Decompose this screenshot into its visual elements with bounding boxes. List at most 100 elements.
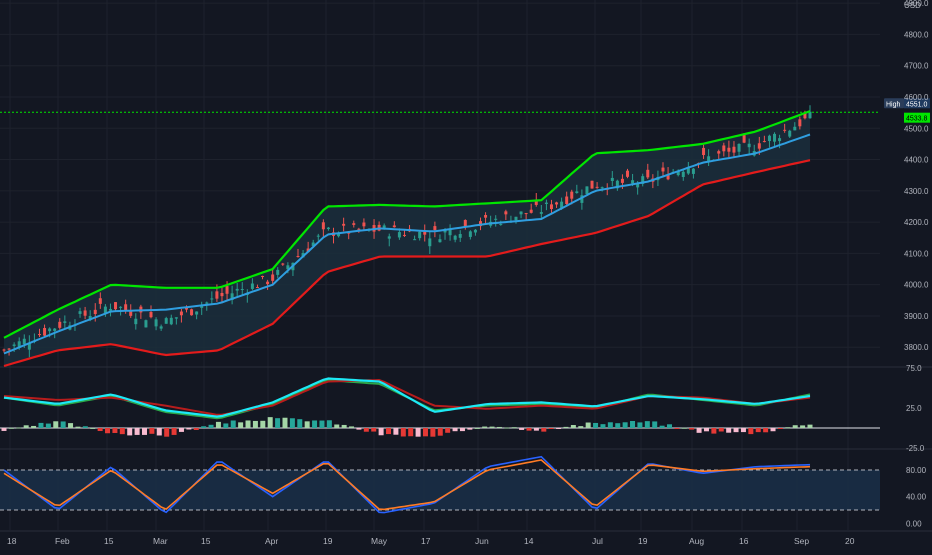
price-tick-label: 4200.0	[904, 218, 929, 227]
candle-body	[691, 168, 695, 174]
macd-histogram-bar	[630, 420, 636, 428]
macd-histogram-bar	[1, 428, 7, 431]
macd-histogram-bar	[112, 428, 118, 433]
candle-body	[103, 306, 107, 315]
macd-histogram-bar	[570, 425, 576, 428]
date-tick-label: Jul	[592, 536, 603, 546]
candle-body	[717, 151, 721, 154]
macd-histogram-bar	[319, 420, 325, 428]
candle-body	[190, 309, 194, 316]
macd-histogram-bar	[38, 422, 44, 428]
macd-histogram-bar	[45, 423, 51, 428]
date-tick-label: 17	[421, 536, 431, 546]
macd-tick-label: 75.0	[906, 364, 922, 373]
stoch-tick-label: 0.00	[906, 519, 922, 528]
candle-body	[169, 317, 173, 325]
stoch-panel[interactable]	[0, 455, 880, 514]
date-tick-label: Jun	[475, 536, 489, 546]
macd-histogram-bar	[164, 428, 170, 437]
candle-body	[397, 232, 401, 238]
candle-body	[626, 170, 630, 177]
date-tick-label: Apr	[265, 536, 278, 546]
macd-histogram-bar	[304, 421, 310, 428]
candle-body	[793, 126, 797, 131]
candle-body	[473, 229, 477, 233]
macd-histogram-bar	[422, 428, 428, 437]
candle-body	[205, 302, 209, 304]
candle-body	[296, 255, 300, 257]
macd-histogram-bar	[90, 427, 96, 429]
macd-histogram-bar	[703, 428, 709, 432]
macd-signal-line	[3, 377, 811, 418]
candle-body	[88, 316, 92, 321]
macd-histogram-bar	[667, 424, 673, 428]
candle-body	[255, 287, 259, 289]
candle-body	[159, 326, 163, 329]
candle-body	[266, 281, 270, 285]
price-panel[interactable]: High 4551.0 4533.8	[0, 98, 930, 368]
macd-histogram-bar	[326, 420, 332, 428]
price-tick-label: 4800.0	[904, 30, 929, 39]
macd-histogram-bar	[556, 428, 562, 429]
candle-body	[575, 191, 579, 194]
macd-histogram-bar	[260, 420, 266, 428]
macd-histogram-bar	[149, 428, 155, 434]
candle-body	[767, 135, 771, 142]
candle-body	[43, 328, 47, 336]
candle-body	[438, 239, 442, 243]
macd-histogram-bar	[718, 428, 724, 432]
candle-body	[549, 204, 553, 209]
candle-body	[184, 307, 188, 310]
price-tick-label: 3900.0	[904, 312, 929, 321]
candle-body	[311, 242, 315, 246]
macd-histogram-bar	[289, 418, 295, 428]
macd-histogram-bar	[585, 422, 591, 428]
macd-histogram-bar	[689, 428, 695, 430]
macd-histogram-bar	[141, 428, 147, 435]
date-tick-label: May	[371, 536, 388, 546]
date-tick-label: Feb	[55, 536, 70, 546]
candle-body	[788, 130, 792, 137]
high-value-bg	[904, 98, 930, 109]
macd-histogram-bar	[504, 427, 510, 429]
candle-body	[200, 305, 204, 308]
candle-body	[494, 218, 498, 220]
macd-histogram-bar	[393, 428, 399, 435]
macd-panel[interactable]	[0, 377, 880, 437]
macd-histogram-bar	[356, 428, 362, 430]
candle-body	[448, 229, 452, 236]
candle-body	[443, 230, 447, 233]
date-tick-label: 14	[524, 536, 534, 546]
candle-body	[666, 174, 670, 180]
macd-histogram-bar	[282, 417, 288, 428]
macd-histogram-bar	[459, 428, 465, 432]
macd-histogram-bar	[437, 428, 443, 436]
macd-histogram-bar	[622, 422, 628, 428]
macd-histogram-bar	[349, 426, 355, 428]
candle-body	[2, 349, 6, 351]
macd-histogram-bar	[740, 428, 746, 433]
macd-histogram-bar	[31, 425, 37, 428]
price-tick-label: 4000.0	[904, 281, 929, 290]
stoch-tick-label: 80.00	[906, 466, 927, 475]
macd-histogram-bar	[615, 423, 621, 428]
date-tick-label: Aug	[689, 536, 704, 546]
candle-body	[468, 231, 472, 237]
macd-histogram-bar	[726, 428, 732, 433]
candle-body	[402, 234, 406, 236]
candle-body	[210, 298, 214, 300]
stoch-d-line	[3, 459, 811, 511]
candle-body	[48, 328, 52, 332]
macd-histogram-bar	[201, 426, 207, 428]
candle-body	[58, 321, 62, 328]
candle-body	[778, 138, 782, 142]
candle-body	[803, 112, 807, 119]
date-tick-label: 20	[845, 536, 855, 546]
macd-histogram-bar	[75, 426, 81, 428]
candle-body	[392, 225, 396, 228]
macd-histogram-bar	[807, 424, 813, 428]
macd-histogram-bar	[681, 427, 687, 429]
macd-histogram-bar	[215, 421, 221, 428]
macd-histogram-bar	[127, 428, 133, 436]
macd-histogram-bar	[533, 428, 539, 431]
